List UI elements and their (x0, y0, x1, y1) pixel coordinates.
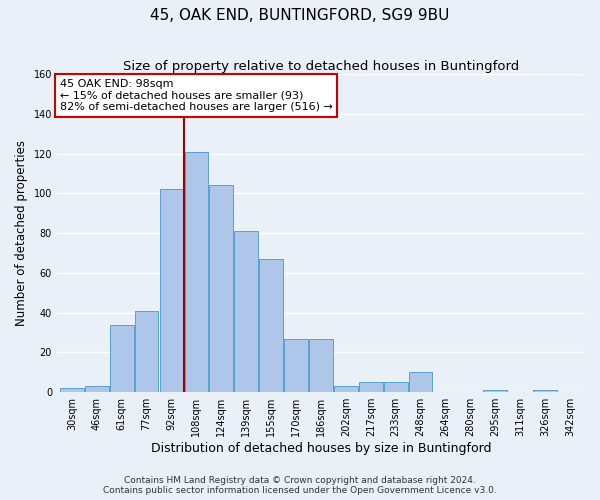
Text: Contains HM Land Registry data © Crown copyright and database right 2024.
Contai: Contains HM Land Registry data © Crown c… (103, 476, 497, 495)
Bar (334, 386, 358, 392)
Y-axis label: Number of detached properties: Number of detached properties (15, 140, 28, 326)
Text: 45, OAK END, BUNTINGFORD, SG9 9BU: 45, OAK END, BUNTINGFORD, SG9 9BU (151, 8, 449, 22)
Bar (384, 382, 407, 392)
Bar (409, 372, 433, 392)
Text: 45 OAK END: 98sqm
← 15% of detached houses are smaller (93)
82% of semi-detached: 45 OAK END: 98sqm ← 15% of detached hous… (59, 79, 332, 112)
Bar (235, 231, 258, 392)
Bar (284, 338, 308, 392)
X-axis label: Distribution of detached houses by size in Buntingford: Distribution of detached houses by size … (151, 442, 491, 455)
Bar (160, 190, 184, 392)
Bar (85, 386, 109, 392)
Bar (110, 324, 134, 392)
Bar (484, 390, 507, 392)
Bar (135, 310, 158, 392)
Title: Size of property relative to detached houses in Buntingford: Size of property relative to detached ho… (123, 60, 519, 73)
Bar (533, 390, 557, 392)
Bar (185, 152, 208, 392)
Bar (209, 186, 233, 392)
Bar (309, 338, 333, 392)
Bar (359, 382, 383, 392)
Bar (60, 388, 83, 392)
Bar (259, 259, 283, 392)
